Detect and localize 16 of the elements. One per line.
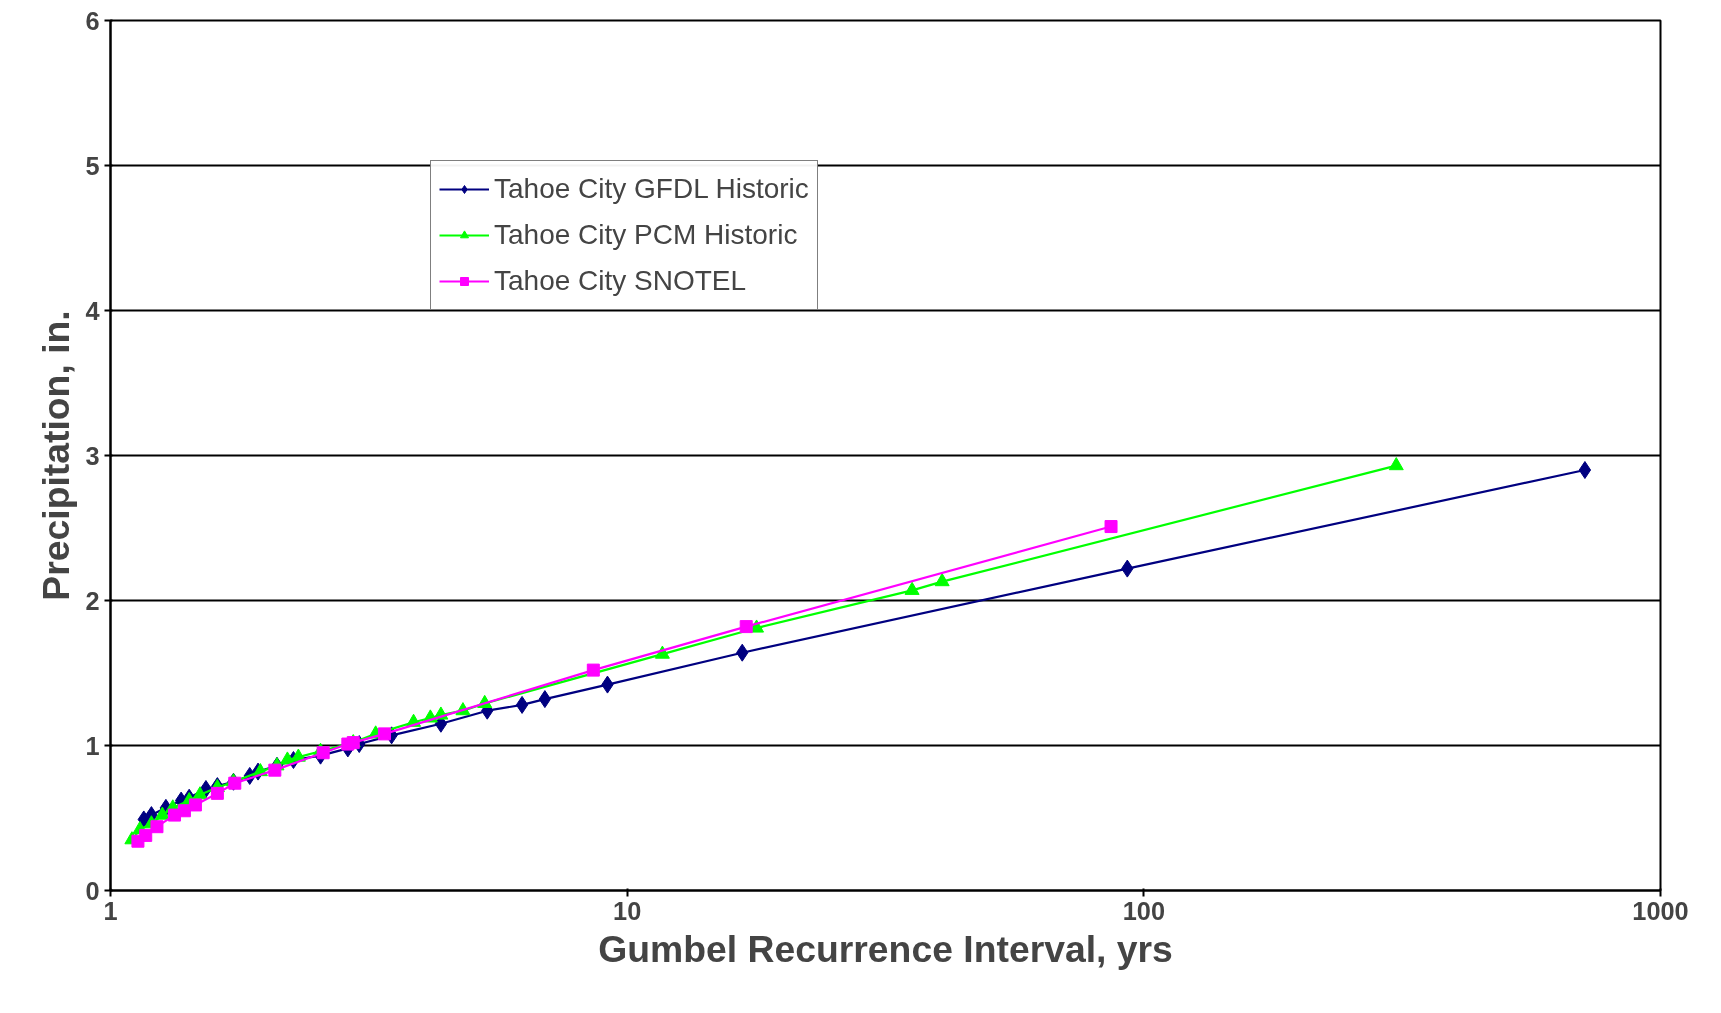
- y-tick-label: 2: [85, 586, 100, 615]
- x-tick-label: 10: [613, 896, 642, 925]
- y-axis-title: Precipitation, in.: [35, 310, 78, 601]
- y-tick-label: 0: [85, 876, 100, 905]
- legend-label: Tahoe City PCM Historic: [494, 218, 798, 252]
- legend-label: Tahoe City SNOTEL: [494, 264, 747, 298]
- y-tick-label: 6: [85, 6, 100, 35]
- x-tick-label: 100: [1122, 896, 1165, 925]
- x-tick-label: 1000: [1632, 896, 1689, 925]
- x-axis-title: Gumbel Recurrence Interval, yrs: [598, 927, 1173, 970]
- y-tick-label: 5: [85, 151, 100, 180]
- y-tick-label: 1: [85, 731, 100, 760]
- x-tick-label: 1: [103, 896, 118, 925]
- legend-label: Tahoe City GFDL Historic: [494, 172, 809, 206]
- y-tick-label: 4: [85, 296, 100, 325]
- y-tick-label: 3: [85, 441, 100, 470]
